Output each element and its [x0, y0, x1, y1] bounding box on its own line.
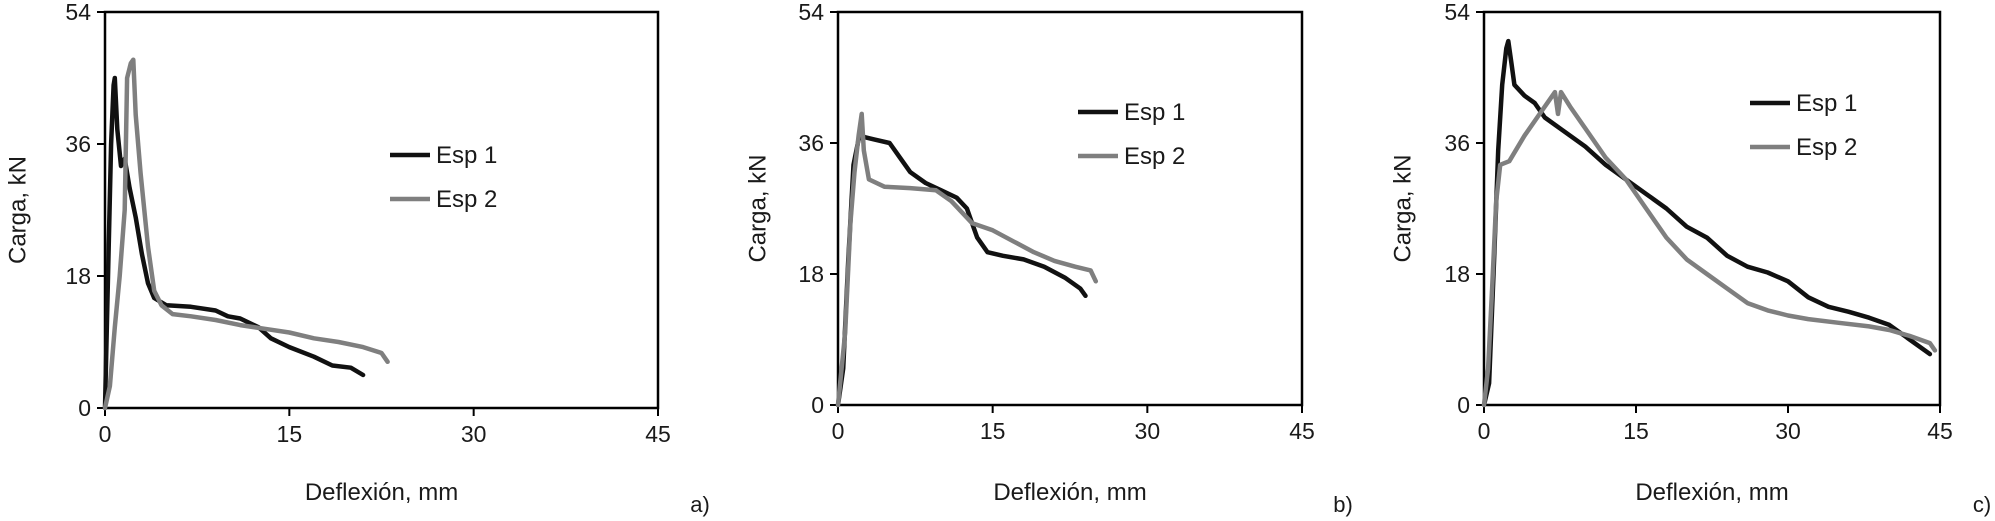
chart-panel-b: 0 15 30 45 0 18 36 54 Esp 1 Esp 2 Deflexión, mm Car… [745, 0, 1353, 517]
series-line-esp-1 [835, 133, 1088, 408]
x-tick-label: 45 [1927, 418, 1953, 444]
legend-label: Esp 2 [1124, 143, 1185, 170]
x-tick-label: 15 [980, 418, 1006, 444]
y-axis-title: Carga, kN [5, 156, 32, 264]
x-tick-label: 0 [1478, 418, 1491, 444]
x-axis-title: Deflexión, mm [1635, 479, 1788, 506]
x-tick-label: 0 [99, 421, 112, 447]
panel-letter: b) [1333, 492, 1353, 517]
x-tick-label: 15 [277, 421, 303, 447]
y-tick-label: 18 [798, 261, 824, 287]
y-axis-title: Carga, kN [1390, 154, 1417, 262]
y-tick-label: 54 [798, 0, 824, 25]
y-axis-title: Carga, kN [745, 154, 772, 262]
x-tick-label: 45 [645, 421, 671, 447]
legend-label: Esp 1 [436, 142, 497, 169]
y-tick-label: 36 [798, 130, 824, 156]
x-tick-label: 30 [1135, 418, 1161, 444]
y-tick-label: 0 [811, 392, 824, 418]
y-tick-label: 36 [65, 131, 91, 157]
legend-label: Esp 2 [1796, 134, 1857, 161]
y-tick-label: 0 [1457, 392, 1470, 418]
series-line-esp-2 [102, 57, 390, 411]
x-tick-label: 45 [1289, 418, 1315, 444]
panel-letter: a) [690, 492, 710, 517]
chart-panel-a: 0 15 30 45 0 18 36 54 Esp 1 Esp 2 Deflexión, mm Car… [5, 0, 710, 517]
y-tick-label: 0 [78, 395, 91, 421]
plot-frame [1482, 10, 1942, 407]
plot-frame [103, 10, 660, 410]
legend-label: Esp 1 [1124, 99, 1185, 126]
chart-panel-c: 0 15 30 45 0 18 36 54 Esp 1 Esp 2 Deflexión, mm Car… [1390, 0, 1992, 517]
y-tick-label: 54 [1444, 0, 1470, 25]
series-line-esp-1 [102, 75, 366, 411]
x-tick-label: 30 [461, 421, 487, 447]
y-tick-label: 18 [65, 263, 91, 289]
legend-label: Esp 2 [436, 186, 497, 213]
x-axis-title: Deflexión, mm [993, 479, 1146, 506]
x-tick-label: 30 [1775, 418, 1801, 444]
panel-letter: c) [1973, 492, 1991, 517]
y-tick-label: 18 [1444, 261, 1470, 287]
x-tick-label: 15 [1623, 418, 1649, 444]
legend-label: Esp 1 [1796, 90, 1857, 117]
y-tick-label: 54 [65, 0, 91, 25]
series-line-esp-2 [1481, 89, 1938, 408]
x-tick-label: 0 [832, 418, 845, 444]
x-axis-title: Deflexión, mm [305, 479, 458, 506]
series-line-esp-2 [835, 111, 1099, 408]
plot-frame [836, 10, 1304, 407]
y-tick-label: 36 [1444, 130, 1470, 156]
